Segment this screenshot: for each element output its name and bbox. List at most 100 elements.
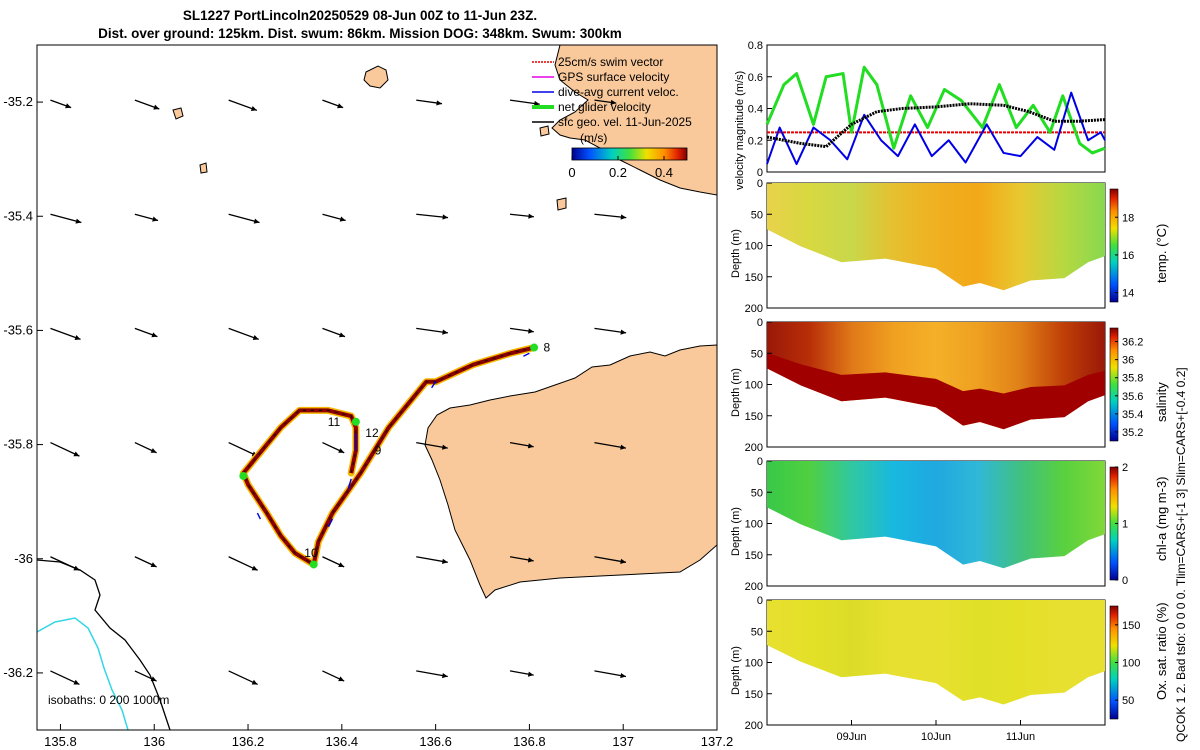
waypoint-label: 12 bbox=[365, 426, 379, 440]
vel-ytick-label: 0.6 bbox=[748, 72, 763, 84]
section-ytick-label: 0 bbox=[757, 317, 763, 329]
map-cbar-tick-label: 0.2 bbox=[609, 165, 627, 180]
cbar-tick-label: 18 bbox=[1122, 212, 1134, 224]
net-velocity-mark bbox=[530, 343, 539, 352]
section-ytick-label: 200 bbox=[745, 303, 763, 315]
geo-vector-head bbox=[441, 444, 448, 450]
map-y-ticks: -35.2 -35.4 -35.6 -35.8 -36 -36.2 bbox=[3, 94, 43, 680]
section-panel-3: 0 50 100 150 200 Depth (m) 35.2 35.4 35.6 35.8 36 3… bbox=[730, 317, 1169, 454]
geo-vector-head bbox=[527, 443, 534, 449]
section-ytick-label: 150 bbox=[745, 689, 763, 701]
geo-vector-head bbox=[441, 672, 448, 679]
geo-vector-head bbox=[527, 557, 534, 563]
track-waypoint-dashes bbox=[242, 347, 535, 566]
section-ytick-label: 50 bbox=[751, 626, 763, 638]
section-deep-layer bbox=[767, 352, 1105, 430]
geostrophic-velocity-vectors bbox=[50, 99, 627, 686]
geo-vector-head bbox=[620, 672, 626, 679]
geo-vector-head bbox=[151, 332, 158, 338]
geo-vector-head bbox=[73, 451, 80, 457]
geo-vector-head bbox=[441, 558, 448, 564]
section-xtick-label: 11Jun bbox=[1006, 731, 1035, 743]
section-ytick-label: 200 bbox=[745, 581, 763, 593]
section-ytick-label: 50 bbox=[751, 487, 763, 499]
map-xtick-label: 137.2 bbox=[701, 734, 734, 749]
map-colorbar bbox=[571, 147, 688, 161]
section-ylabel: Depth (m) bbox=[730, 229, 742, 278]
section-ytick-label: 100 bbox=[745, 519, 763, 531]
velocity-ylabel: velocity magnitude (m/s) bbox=[734, 71, 746, 190]
section-cbar-label: Ox. sat. ratio (%) bbox=[1154, 602, 1169, 700]
geo-vector-head bbox=[339, 216, 346, 222]
geo-vector-head bbox=[250, 106, 257, 111]
geo-vector-head bbox=[73, 679, 80, 685]
section-cbar-label: salinity bbox=[1154, 382, 1169, 422]
land-island-mainland bbox=[424, 344, 717, 599]
geo-vector-head bbox=[442, 329, 448, 335]
legend-swim-entry: 25cm/s swim vector bbox=[532, 55, 663, 69]
geo-vector-head bbox=[251, 679, 258, 685]
map-x-ticks: 135.8 136 136.2 136.4 136.6 136.8 137 137.2 bbox=[44, 724, 733, 749]
geo-vector-head bbox=[253, 218, 260, 224]
geo-vector-head bbox=[338, 448, 345, 453]
net-velocity-mark bbox=[309, 560, 318, 569]
dive-avg-vector bbox=[431, 381, 437, 389]
waypoint-label: 11 bbox=[328, 415, 341, 429]
legend-gps-label: GPS surface velocity bbox=[558, 70, 669, 84]
geo-vector-head bbox=[620, 558, 626, 564]
velocity-panel: 0 0.2 0.4 0.6 0.8 velocity magnitude (m/s) bbox=[734, 40, 1106, 190]
geo-vector-head bbox=[74, 335, 81, 340]
section-ytick-label: 200 bbox=[745, 720, 763, 732]
legend-swim-label: 25cm/s swim vector bbox=[558, 55, 663, 69]
glider-track bbox=[239, 343, 539, 569]
geo-vector-head bbox=[610, 99, 617, 105]
section-cbar-label: temp. (°C) bbox=[1154, 224, 1169, 283]
geo-vector-head bbox=[153, 104, 160, 110]
map-cbar-tick-label: 0.4 bbox=[655, 165, 673, 180]
map-ytick-label: -35.4 bbox=[3, 208, 33, 223]
map-xtick-label: 136.8 bbox=[513, 734, 546, 749]
vel-ytick-label: 0 bbox=[757, 167, 763, 179]
map-ytick-label: -35.6 bbox=[3, 322, 33, 337]
section-ytick-label: 100 bbox=[745, 380, 763, 392]
cbar-tick-label: 0 bbox=[1122, 575, 1128, 587]
geo-vector-head bbox=[337, 103, 344, 109]
geo-vector-head bbox=[534, 100, 540, 107]
section-ytick-label: 150 bbox=[745, 272, 763, 284]
section-panel-4: 0 50 100 150 200 Depth (m) 0 1 2 chl-a (mg m-3) bbox=[730, 456, 1169, 593]
map-legend: 25cm/s swim vector GPS surface velocity … bbox=[532, 55, 692, 180]
velocity-y-ticks: 0 0.2 0.4 0.6 0.8 bbox=[748, 40, 772, 179]
geo-vector-head bbox=[251, 565, 258, 571]
section-xtick-label: 09Jun bbox=[837, 731, 867, 743]
section-ytick-label: 0 bbox=[757, 456, 763, 468]
geo-vector-head bbox=[620, 329, 627, 335]
section-colorbar bbox=[1109, 188, 1119, 303]
legend-sfc-label: sfc geo. vel. 11-Jun-2025 bbox=[558, 115, 692, 129]
land-island-small-4 bbox=[556, 197, 567, 211]
waypoint-labels: 8 9 10 11 12 bbox=[304, 341, 550, 561]
geo-vector-head bbox=[65, 103, 72, 109]
section-ytick-label: 100 bbox=[745, 658, 763, 670]
net-velocity-mark bbox=[351, 417, 360, 426]
cbar-tick-label: 150 bbox=[1122, 620, 1140, 632]
legend-dive-label: dive-avg current veloc. bbox=[558, 85, 679, 99]
section-ytick-label: 0 bbox=[757, 595, 763, 607]
dive-avg-vector bbox=[327, 518, 334, 528]
geo-vector-head bbox=[338, 676, 345, 682]
velocity-series bbox=[765, 65, 1106, 166]
legend-gps-entry: GPS surface velocity bbox=[532, 70, 669, 84]
section-ytick-label: 0 bbox=[757, 178, 763, 190]
section-xtick-label: 10Jun bbox=[921, 731, 951, 743]
map-colorbar-label: (m/s) bbox=[580, 131, 607, 145]
land-island-small-2 bbox=[172, 107, 184, 120]
geo-vector-head bbox=[339, 332, 346, 338]
section-ytick-label: 50 bbox=[751, 209, 763, 221]
cbar-tick-label: 16 bbox=[1122, 250, 1134, 262]
section-ytick-label: 150 bbox=[745, 550, 763, 562]
isobaths-label: isobaths: 0 200 1000m bbox=[48, 693, 169, 707]
section-panel-5: 0 50 100 150 200 Depth (m) 50 100 150 Ox. sat. ra… bbox=[730, 595, 1169, 732]
geo-vector-head bbox=[150, 676, 157, 682]
cbar-tick-label: 50 bbox=[1122, 695, 1134, 707]
